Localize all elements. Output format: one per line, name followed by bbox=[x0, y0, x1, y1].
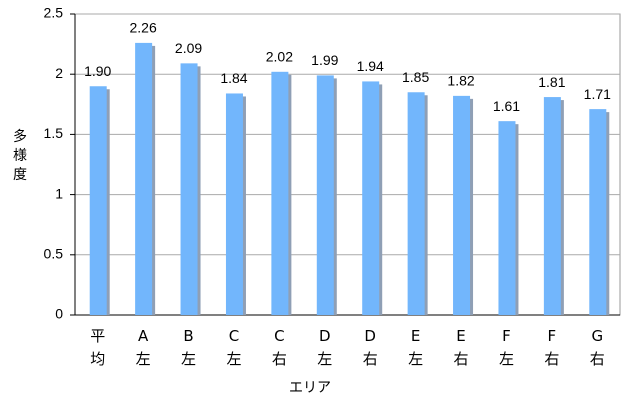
plot-frame bbox=[74, 13, 621, 316]
bar bbox=[135, 42, 153, 316]
x-tick-label: A左 bbox=[135, 327, 151, 368]
x-tick-label: 平均 bbox=[90, 327, 106, 368]
value-label: 1.85 bbox=[402, 69, 429, 85]
x-tick-label: D左 bbox=[317, 327, 333, 368]
bar bbox=[407, 92, 425, 315]
y-tick-label: 2.5 bbox=[44, 5, 64, 21]
value-label: 1.90 bbox=[84, 63, 111, 79]
value-label: 2.09 bbox=[175, 40, 202, 56]
y-tick-label: 1.5 bbox=[44, 125, 64, 141]
bar bbox=[453, 95, 471, 315]
y-tick-label: 0.5 bbox=[44, 246, 64, 262]
bar bbox=[362, 81, 380, 315]
bar bbox=[589, 109, 607, 315]
bar bbox=[316, 75, 334, 316]
bar bbox=[180, 63, 198, 315]
bar bbox=[89, 86, 107, 316]
value-label: 1.81 bbox=[538, 74, 565, 90]
x-tick-label: F左 bbox=[498, 327, 514, 368]
value-label: 1.84 bbox=[220, 70, 247, 86]
x-tick-label: E右 bbox=[453, 327, 469, 368]
value-label: 1.71 bbox=[584, 86, 611, 102]
bar bbox=[271, 71, 289, 316]
y-tick-label: 1 bbox=[55, 185, 63, 201]
value-label: 1.61 bbox=[493, 98, 520, 114]
bar bbox=[543, 97, 561, 316]
x-axis-label: エリア bbox=[289, 380, 331, 396]
value-label: 1.94 bbox=[357, 58, 384, 74]
x-tick-label: F右 bbox=[544, 327, 560, 368]
bar bbox=[225, 93, 243, 316]
value-label: 1.99 bbox=[311, 52, 338, 68]
bar bbox=[498, 121, 516, 315]
x-tick-label: B左 bbox=[181, 327, 197, 368]
x-tick-label: C左 bbox=[226, 327, 242, 368]
x-tick-label: D右 bbox=[362, 327, 378, 368]
value-label: 2.02 bbox=[266, 48, 293, 64]
x-tick-label: E左 bbox=[408, 327, 424, 368]
y-tick-label: 2 bbox=[55, 65, 63, 81]
y-axis-label: 多様度 bbox=[13, 129, 27, 183]
value-label: 1.82 bbox=[447, 73, 474, 89]
value-label: 2.26 bbox=[130, 20, 157, 36]
x-tick-label: G右 bbox=[589, 327, 605, 368]
x-tick-label: C右 bbox=[271, 327, 287, 368]
y-tick-label: 0 bbox=[55, 306, 63, 322]
